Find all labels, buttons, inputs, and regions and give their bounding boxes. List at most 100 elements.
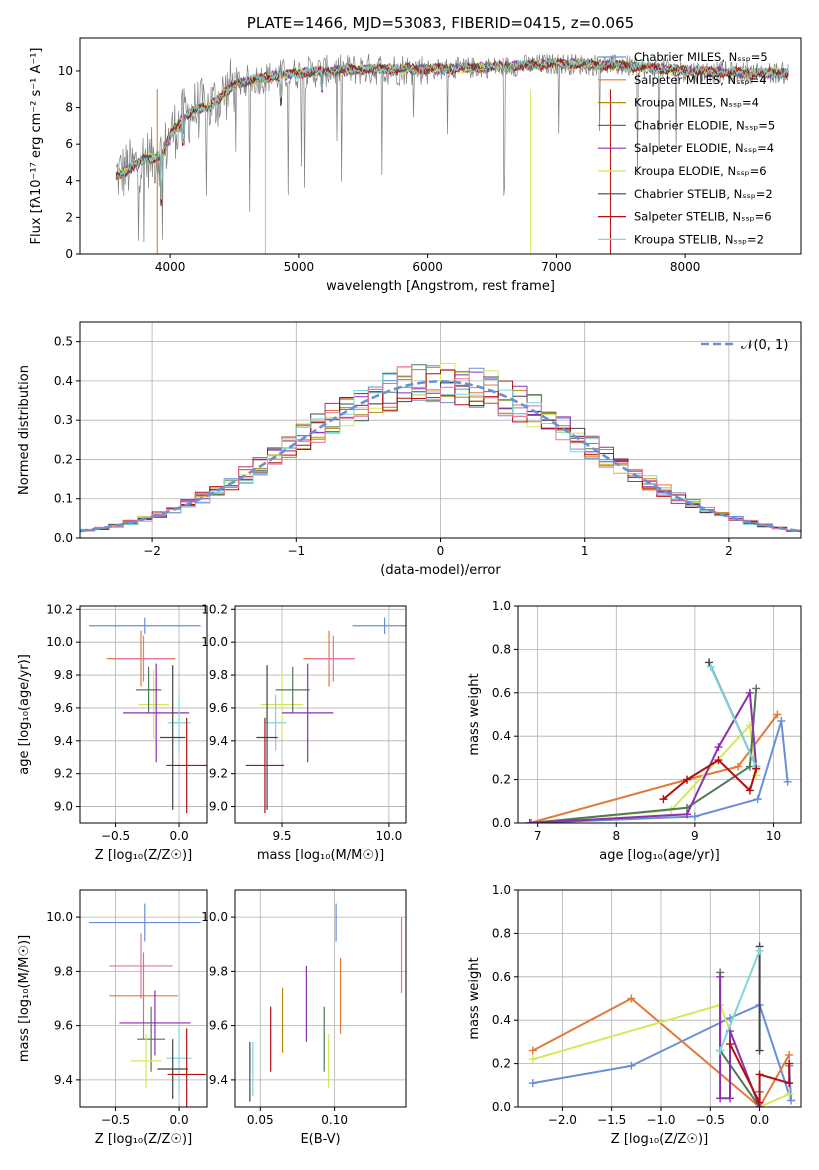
plus-marker: [785, 1059, 794, 1068]
errorbar-point: [167, 1028, 206, 1107]
y-tick-label: 6: [65, 137, 73, 151]
y-tick-label: 0.6: [492, 970, 511, 984]
plot-area: [528, 942, 796, 1107]
y-tick-label: 0.0: [492, 1100, 511, 1114]
errorbar-point: [166, 1025, 192, 1091]
plus-marker: [714, 756, 723, 765]
y-tick-label: 8: [65, 101, 73, 115]
x-axis-label: Z [log₁₀(Z/Z☉)]: [95, 1132, 192, 1147]
legend-entry: Salpeter ELODIE, Nₛₛₚ=4: [634, 141, 774, 155]
x-tick-label: 0.0: [170, 1113, 189, 1127]
x-axis-label: Z [log₁₀(Z/Z☉)]: [95, 848, 192, 863]
plot-frame: [517, 889, 802, 1108]
panel-mass-vs-ebv: 0.05 0.10 9.4 9.6 9.8 10.0 E(B-V): [201, 889, 407, 1147]
errorbar-point: [157, 1039, 188, 1099]
weight-line: [719, 972, 761, 1107]
plot-frame: [234, 605, 407, 824]
plus-marker: [627, 1061, 636, 1070]
x-tick-label: 7000: [541, 260, 572, 274]
y-tick-label: 10.2: [46, 602, 73, 616]
y-tick-label: 9.6: [209, 701, 228, 715]
x-tick-label: 9.5: [272, 829, 291, 843]
x-tick-label: −1.0: [646, 1113, 675, 1127]
x-tick-label: 8: [612, 829, 620, 843]
x-tick-label: 10: [766, 829, 781, 843]
plus-marker: [690, 812, 699, 821]
weight-line: [529, 689, 758, 823]
x-tick-label: 1: [581, 544, 589, 558]
plus-marker: [726, 1040, 735, 1049]
y-tick-label: 0.2: [492, 1057, 511, 1071]
y-tick-label: 10.0: [201, 910, 228, 924]
y-tick-label: 9.4: [54, 1073, 73, 1087]
x-tick-label: −0.5: [101, 1113, 130, 1127]
errorbar-point: [88, 903, 201, 942]
panel-weight-vs-Z: −2.0 −1.5 −1.0 −0.5 0.0 0.0 0.2 0.4 0.6 0.8 1.0 Z […: [467, 883, 802, 1147]
x-axis-label: Z [log₁₀(Z/Z☉)]: [611, 1132, 708, 1147]
x-tick-label: 2: [725, 544, 733, 558]
y-tick-label: 0.2: [492, 773, 511, 787]
y-tick-label: 9.2: [209, 767, 228, 781]
y-tick-label: 9.0: [54, 800, 73, 814]
plot-area: [80, 362, 801, 534]
plus-marker: [752, 764, 761, 773]
plus-marker: [752, 684, 761, 693]
errorbar-point: [114, 635, 173, 682]
y-tick-label: 0.4: [492, 729, 511, 743]
x-axis-label: wavelength [Angstrom, rest frame]: [326, 279, 555, 294]
errorbar-point: [135, 666, 162, 713]
y-tick-label: 9.6: [209, 1019, 228, 1033]
legend-entry: Chabrier STELIB, Nₛₛₚ=2: [634, 187, 773, 201]
y-tick-label: 0: [65, 247, 73, 261]
x-tick-label: 4000: [155, 260, 186, 274]
plus-marker: [734, 762, 743, 771]
legend-entry: Kroupa STELIB, Nₛₛₚ=2: [634, 232, 764, 246]
y-tick-label: 0.5: [54, 335, 73, 349]
y-tick-label: 0.6: [492, 686, 511, 700]
y-tick-label: 9.8: [54, 964, 73, 978]
x-tick-label: 0.10: [321, 1113, 348, 1127]
legend-entry: Chabrier ELODIE, Nₛₛₚ=5: [634, 118, 775, 132]
plot-area: [115, 53, 789, 254]
errorbar-point: [166, 717, 207, 814]
y-tick-label: 4: [65, 174, 73, 188]
plus-marker: [777, 717, 786, 726]
errorbar-point: [123, 663, 190, 763]
plus-marker: [683, 810, 692, 819]
panel-residuals: −2 −1 0 1 2 0.0 0.1 0.2 0.3 0.4 0.5 (data-model)/er…: [17, 321, 802, 578]
plot-frame: [234, 889, 407, 1108]
y-axis-label: mass [log₁₀(M/M☉)]: [17, 935, 32, 1062]
errorbar-point: [282, 663, 334, 763]
y-tick-label: 9.8: [209, 668, 228, 682]
plus-marker: [705, 658, 714, 667]
plus-marker: [755, 946, 764, 955]
plus-marker: [714, 743, 723, 752]
x-tick-label: 0.05: [247, 1113, 274, 1127]
plus-marker: [745, 688, 754, 697]
y-tick-label: 0.0: [54, 531, 73, 545]
x-tick-label: 6000: [412, 260, 443, 274]
weight-line: [532, 997, 791, 1107]
histogram-step: [80, 366, 801, 532]
normal-curve: [80, 379, 801, 533]
y-tick-label: 9.6: [54, 1019, 73, 1033]
errorbar-point: [160, 665, 186, 810]
plus-marker: [755, 1070, 764, 1079]
plot-area: [249, 903, 403, 1102]
errorbar-point: [88, 617, 201, 634]
y-tick-label: 0.0: [492, 816, 511, 830]
plus-marker: [755, 1046, 764, 1055]
y-tick-label: 0.1: [54, 492, 73, 506]
plus-marker: [525, 819, 534, 823]
x-tick-label: 7: [534, 829, 542, 843]
legend-entry: Kroupa MILES, Nₛₛₚ=4: [634, 96, 759, 110]
y-tick-label: 0.8: [492, 642, 511, 656]
y-axis-label: Flux [fλ10⁻¹⁷ erg cm⁻² s⁻¹ A⁻¹]: [29, 48, 44, 245]
legend-entry: Chabrier MILES, Nₛₛₚ=5: [634, 50, 768, 64]
y-tick-label: 0.3: [54, 413, 73, 427]
plus-marker: [528, 1055, 537, 1064]
x-tick-label: 8000: [670, 260, 701, 274]
legend-entry: Kroupa ELODIE, Nₛₛₚ=6: [634, 164, 767, 178]
errorbar-point: [138, 670, 169, 740]
